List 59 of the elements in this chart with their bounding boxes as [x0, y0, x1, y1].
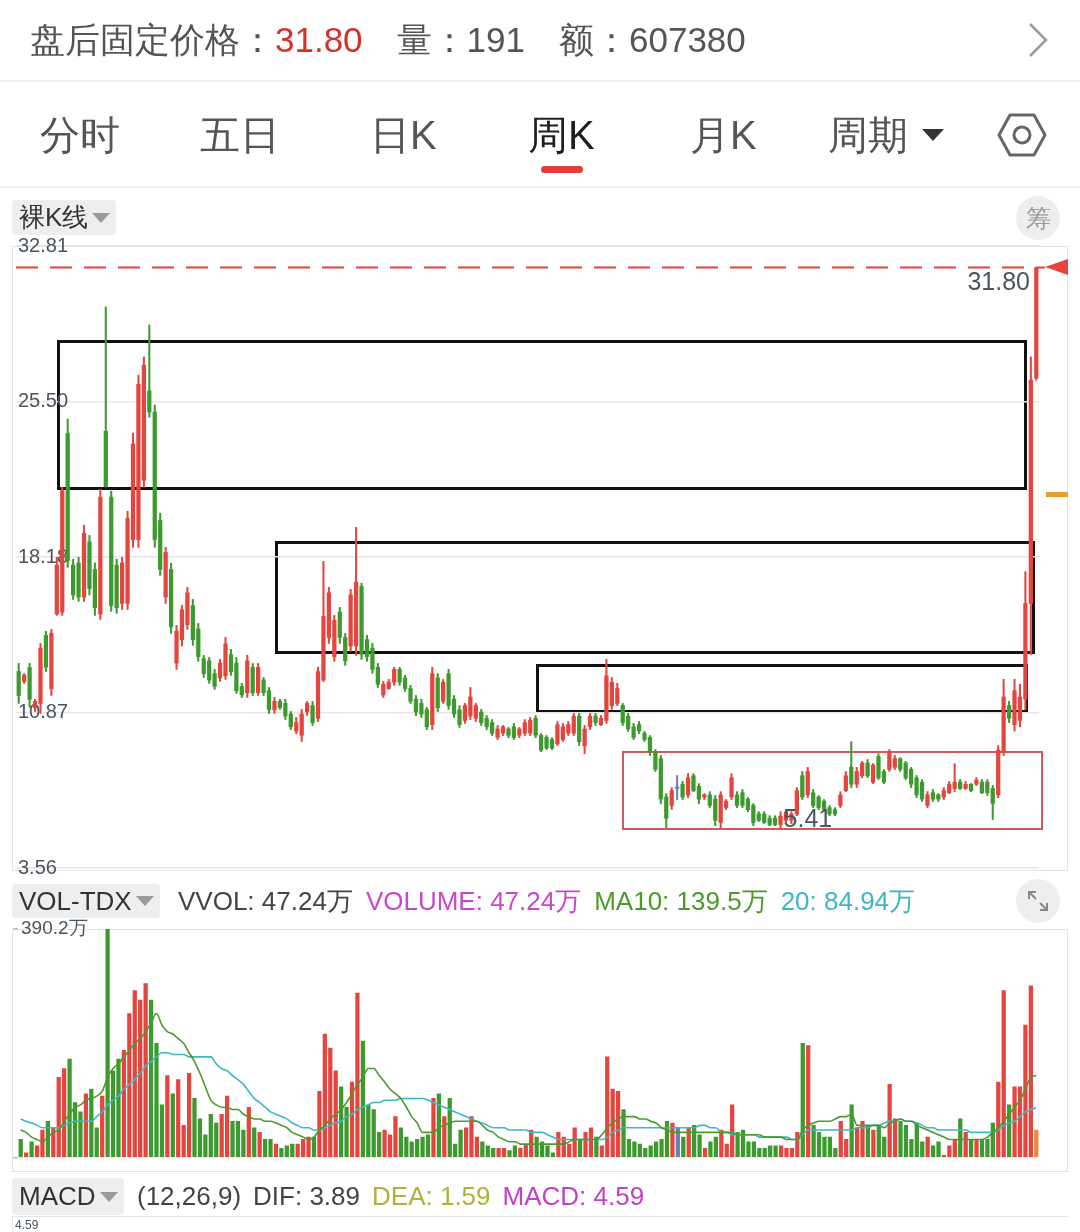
bar — [170, 1093, 175, 1158]
bar — [165, 1075, 170, 1158]
text: 周期 — [828, 111, 908, 159]
bar — [257, 1132, 262, 1158]
text: VVOL: 47.24万 — [178, 884, 353, 918]
bar — [1001, 990, 1006, 1158]
bar — [518, 1147, 523, 1158]
text: 五日 — [200, 111, 280, 159]
chart-title: 裸K线 — [19, 201, 89, 234]
y-tick-label: 3.56 — [18, 855, 57, 878]
bar — [800, 1043, 805, 1158]
ref-line-label: 31.80 — [967, 266, 1030, 295]
bar — [480, 1141, 485, 1158]
text: 分时 — [40, 111, 120, 159]
text: 量：191 — [396, 18, 525, 61]
bar — [246, 1106, 251, 1158]
text: 额：607380 — [559, 18, 746, 61]
bar — [670, 1122, 675, 1158]
text: 日K — [370, 111, 437, 159]
bar — [925, 1136, 930, 1158]
bar — [806, 1045, 811, 1158]
text: 盘后固定价格： — [30, 18, 275, 61]
text: VOLUME: 47.24万 — [365, 884, 582, 918]
bar — [431, 1098, 436, 1158]
bar — [681, 1136, 686, 1158]
text: MACD: 4.59 — [502, 1181, 645, 1212]
text: 月K — [690, 111, 757, 159]
text: 筹 — [1025, 202, 1051, 234]
bar — [594, 1136, 599, 1158]
bar — [29, 1141, 34, 1158]
bar — [252, 1127, 257, 1158]
text: MA10: 139.5万 — [594, 884, 768, 918]
bar — [501, 1147, 507, 1158]
bar — [176, 1079, 181, 1158]
text: 31.80 — [275, 20, 363, 60]
y-tick-label: 390.2万 — [21, 917, 88, 939]
bar — [398, 1127, 404, 1158]
bar — [702, 1147, 708, 1158]
bar — [94, 1127, 99, 1158]
bar — [572, 1127, 577, 1158]
text: 20: 84.94万 — [780, 884, 916, 918]
chart-title: VOL-TDX — [19, 885, 132, 917]
text: 周K — [528, 111, 595, 159]
text: (12,26,9) — [137, 1181, 242, 1212]
text: DIF: 3.89 — [253, 1181, 361, 1212]
bar — [442, 1116, 447, 1158]
bar — [186, 1072, 192, 1158]
bar — [18, 1139, 23, 1158]
text: 4.59 — [15, 1218, 39, 1232]
bar — [1034, 1129, 1039, 1158]
bar — [974, 1139, 979, 1158]
y-tick-label: 32.81 — [18, 233, 69, 256]
text: MACD — [19, 1181, 96, 1212]
bar — [963, 1132, 968, 1158]
y-tick-label: 10.87 — [18, 700, 69, 723]
bar — [224, 1095, 230, 1158]
text: DEA: 1.59 — [372, 1181, 491, 1212]
bar — [871, 1129, 876, 1158]
bar — [273, 1143, 279, 1158]
